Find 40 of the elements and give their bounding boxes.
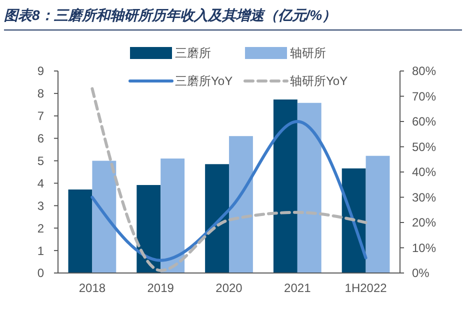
y-tick-label: 3 bbox=[37, 198, 44, 213]
y2-tick-label: 0% bbox=[412, 266, 430, 280]
y2-tick-label: 80% bbox=[412, 64, 436, 78]
y-tick-label: 7 bbox=[37, 109, 44, 124]
y-tick-label: 6 bbox=[37, 132, 44, 146]
legend-label: 三磨所 bbox=[175, 46, 211, 60]
y-tick-label: 9 bbox=[37, 64, 44, 78]
legend-label: 轴研所 bbox=[290, 46, 326, 60]
x-tick-label: 2019 bbox=[147, 281, 174, 295]
y-tick-label: 5 bbox=[37, 154, 44, 168]
y-tick-label: 1 bbox=[37, 244, 44, 258]
chart-title: 图表8：三磨所和轴研所历年收入及其增速（亿元/%） bbox=[4, 7, 336, 23]
bar bbox=[229, 136, 253, 273]
bar bbox=[273, 100, 298, 273]
bar bbox=[297, 102, 322, 273]
bar bbox=[160, 158, 185, 273]
legend-label: 三磨所YoY bbox=[175, 74, 233, 88]
y2-tick-label: 20% bbox=[412, 216, 436, 230]
y2-tick-label: 10% bbox=[412, 240, 436, 255]
x-tick-label: 2018 bbox=[78, 281, 106, 295]
bar bbox=[366, 156, 390, 273]
y-tick-label: 4 bbox=[37, 176, 44, 190]
y-tick-label: 8 bbox=[37, 86, 44, 101]
legend-label: 轴研所YoY bbox=[290, 74, 348, 88]
bar bbox=[136, 185, 161, 273]
x-tick-label: 2020 bbox=[216, 281, 243, 295]
bar bbox=[205, 164, 229, 273]
line-series bbox=[90, 87, 368, 272]
y2-tick-label: 50% bbox=[412, 140, 436, 154]
bar bbox=[68, 190, 92, 273]
y-tick-label: 2 bbox=[37, 221, 44, 236]
bar bbox=[92, 160, 116, 273]
x-tick-label: 2021 bbox=[284, 281, 312, 295]
y2-tick-label: 30% bbox=[412, 190, 436, 204]
x-tick-label: 1H2022 bbox=[344, 281, 388, 295]
y2-tick-label: 70% bbox=[412, 89, 436, 104]
y2-tick-label: 60% bbox=[412, 114, 436, 129]
y2-tick-label: 40% bbox=[412, 165, 436, 180]
line-series bbox=[90, 120, 368, 262]
y-tick-label: 0 bbox=[37, 266, 44, 280]
